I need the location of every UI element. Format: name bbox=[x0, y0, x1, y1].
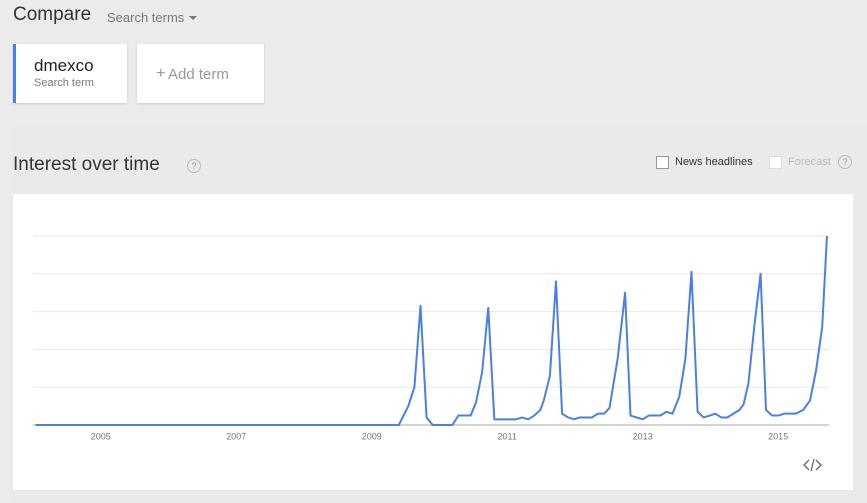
checkbox[interactable] bbox=[656, 156, 669, 169]
add-icon: + bbox=[156, 65, 166, 82]
x-tick-label: 2005 bbox=[91, 431, 111, 441]
x-tick-label: 2015 bbox=[768, 431, 788, 441]
x-tick-label: 2013 bbox=[633, 431, 653, 441]
embed-icon[interactable] bbox=[803, 458, 822, 472]
forecast-label: Forecast bbox=[788, 156, 831, 168]
search-terms-dropdown[interactable]: Search terms bbox=[107, 10, 185, 25]
x-tick-label: 2009 bbox=[362, 431, 382, 441]
checkbox bbox=[769, 156, 782, 169]
x-tick-label: 2007 bbox=[226, 431, 246, 441]
help-icon[interactable]: ? bbox=[187, 159, 201, 173]
add-term-card[interactable]: + Add term bbox=[137, 44, 264, 103]
dropdown-caret[interactable] bbox=[189, 16, 197, 20]
section-title: Interest over time bbox=[13, 154, 160, 175]
news-headlines-label[interactable]: News headlines bbox=[675, 156, 753, 168]
chart-card: 2005 2007 2009 2011 2013 2015 bbox=[13, 194, 853, 490]
line bbox=[35, 235, 828, 426]
compare-title: Compare bbox=[13, 4, 92, 25]
help-icon[interactable]: ? bbox=[838, 155, 852, 169]
chart: 2005 2007 2009 2011 2013 2015 bbox=[33, 235, 829, 472]
term-name: dmexco bbox=[34, 56, 94, 75]
add-term-label: Add term bbox=[168, 66, 229, 83]
term-label: Search term bbox=[34, 77, 94, 89]
x-tick-label: 2011 bbox=[498, 431, 517, 441]
term-card[interactable]: dmexco Search term bbox=[13, 44, 127, 103]
